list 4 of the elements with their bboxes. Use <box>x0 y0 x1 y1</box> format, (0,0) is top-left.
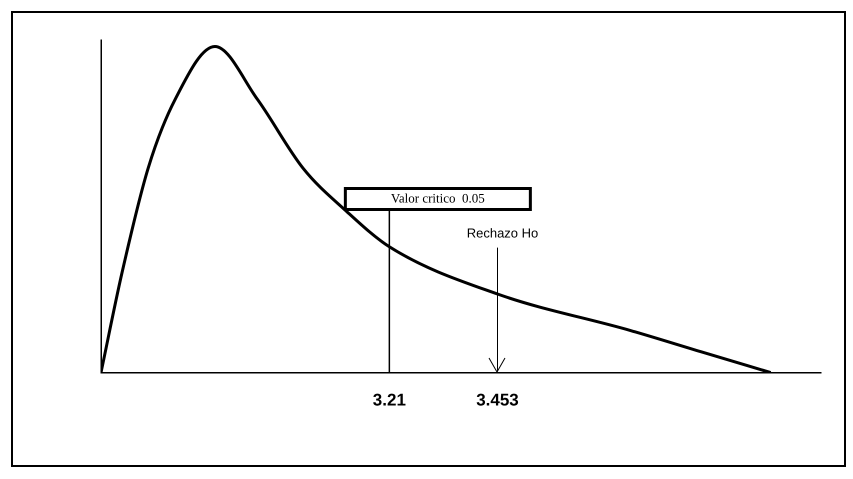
x-tick-label: 3.21 <box>372 390 406 410</box>
ref-line-label: Rechazo Ho <box>466 226 538 241</box>
ref-line-label: Valor critico 0.05 <box>390 190 485 206</box>
x-tick-label: 3.453 <box>476 390 519 410</box>
